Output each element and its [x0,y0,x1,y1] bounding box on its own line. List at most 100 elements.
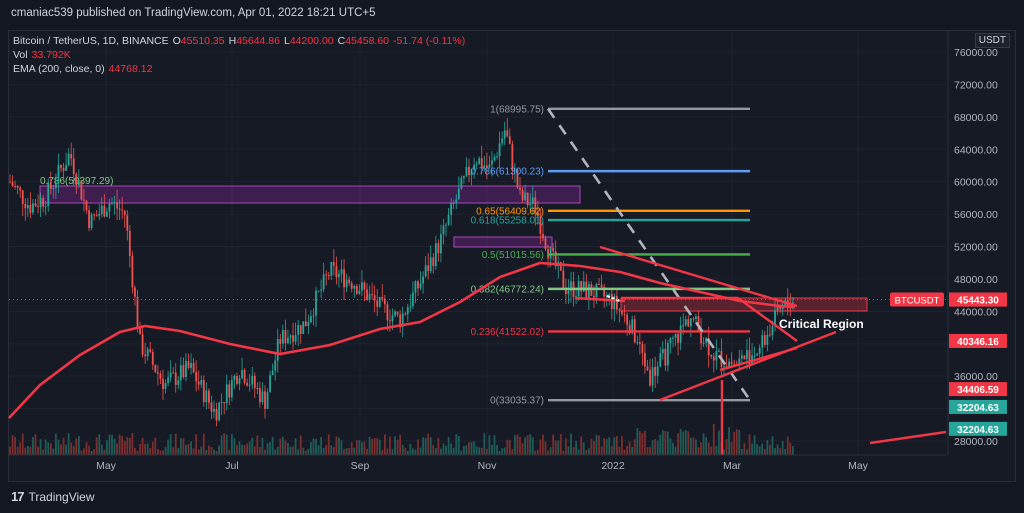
volume-bar [391,449,394,455]
volume-bar [748,434,751,455]
volume-bar [427,433,430,455]
candle-body [674,333,677,338]
x-tick-label: Sep [351,460,370,472]
candle-body [345,279,348,288]
volume-bar [246,443,249,455]
volume-bar [506,439,509,455]
volume-bar [65,444,67,455]
candle-body [126,215,129,231]
currency-button[interactable]: USDT [974,33,1010,48]
volume-bar [463,445,465,455]
candle-body [552,247,555,252]
candle-body [134,287,136,297]
candle-body [450,203,453,215]
volume-bar [730,441,733,455]
candle-body [259,388,261,403]
candle-body [292,335,294,342]
candle-body [769,334,771,336]
candle-body [223,402,226,404]
candle-body [37,206,39,208]
volume-bar [577,449,580,455]
brand-name: TradingView [28,489,95,504]
volume-bar [37,446,39,455]
volume-bar [667,431,669,455]
tradingview-logo[interactable]: 17 TradingView [11,489,95,504]
volume-bar [781,440,784,455]
candle-body [733,363,736,365]
volume-bar [695,439,697,455]
volume-bar [756,444,759,455]
candle-body [200,379,203,385]
volume-bar [587,448,590,455]
volume-bar [613,437,616,455]
volume-bar [310,442,312,455]
price-tag [949,292,1007,307]
candle-body [761,335,764,348]
volume-bar [274,449,277,455]
candle-body [669,338,672,344]
volume-bar [621,436,623,455]
candle-body [656,366,659,376]
price-chart[interactable]: 0.786(59397.29) 1(68995.75) 0.786(61300.2… [0,0,1024,482]
volume-bar [141,437,144,455]
y-tick-label: 76000.00 [954,47,998,59]
volume-bar [473,441,475,455]
candle-body [230,379,233,398]
symbol-title[interactable]: Bitcoin / TetherUS, 1D, BINANCE [13,35,169,47]
volume-bar [503,447,506,455]
price-tag-text: 32204.63 [957,403,999,414]
candle-body [485,165,488,168]
volume-bar [355,440,358,455]
volume-bar [281,436,284,455]
volume-bar [572,447,575,455]
volume-bar [404,447,407,455]
candle-body [241,370,243,379]
tv-logo-icon: 17 [11,489,25,504]
volume-bar [710,446,713,455]
candle-body [672,337,674,339]
symbol-tag-text: BTCUSDT [895,296,940,307]
volume-bar [542,434,544,455]
y-tick-label: 44000.00 [954,306,998,318]
volume-bar [144,443,147,455]
candle-body [93,214,96,216]
volume-bar [409,443,412,455]
candle-body [608,294,611,296]
price-tag [949,421,1007,436]
fib-label: 0.618(55258.01) [471,216,544,227]
volume-bar [88,445,90,455]
volume-bar [77,436,80,455]
volume-bar [297,449,300,455]
volume-bar [753,435,756,455]
volume-bar [460,450,463,455]
volume-bar [162,450,164,455]
candle-body [508,136,511,145]
x-tick-label: May [848,460,869,472]
fib-levels: 1(68995.75) 0.786(61300.23) 0.65(56409.62)… [471,104,752,407]
chart-pane[interactable] [8,30,1016,482]
volume-bar [565,438,567,455]
volume-bar [315,439,317,455]
x-tick-label: Nov [478,460,497,472]
ema-line [8,261,796,419]
volume-bar [651,440,654,455]
volume-bar [302,447,305,455]
volume-bar [83,448,85,455]
y-tick-label: 28000.00 [954,436,998,448]
candle-body [419,283,422,289]
candle-body [626,314,628,325]
candle-body [496,156,498,158]
candle-body [149,349,152,353]
candle-body [383,298,386,305]
y-tick-label: 64000.00 [954,144,998,156]
candle-body [766,334,769,345]
y-tick-label: 48000.00 [954,274,998,286]
candle-body [304,321,307,327]
price-tag-text: 40346.16 [957,337,999,348]
candle-body [684,319,687,326]
candle-body [19,187,22,191]
volume-bar [429,437,432,455]
volume-bar [455,434,458,455]
candle-body [718,350,720,352]
candle-body [116,202,118,209]
